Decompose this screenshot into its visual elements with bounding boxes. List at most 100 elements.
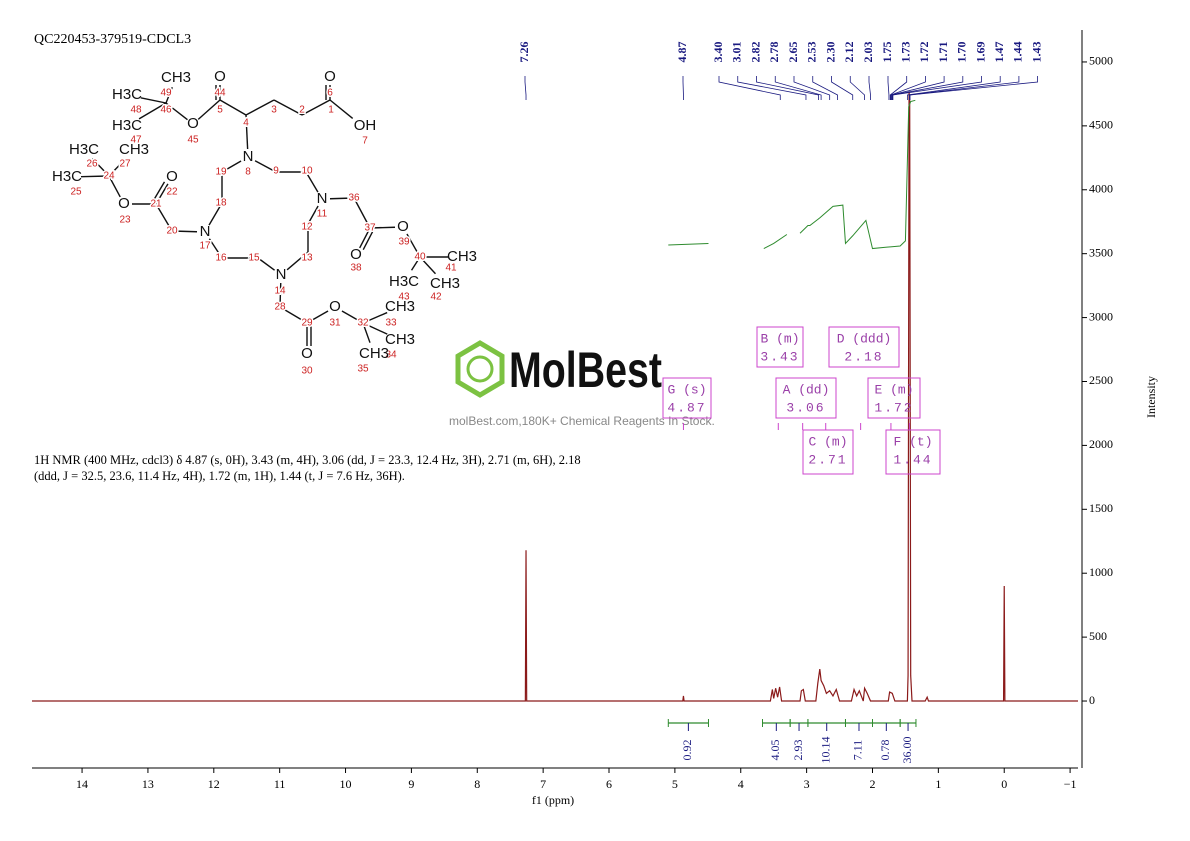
peak-leader: [737, 76, 807, 100]
atom-number: 44: [214, 88, 226, 99]
bond: [254, 160, 277, 173]
atom-label: CH3: [447, 248, 477, 265]
multiplet-shift: 1.44: [893, 452, 932, 467]
peak-leader: [909, 76, 1038, 100]
atom-label: O: [187, 115, 199, 132]
bond: [208, 202, 223, 226]
atom-number: 40: [414, 252, 426, 263]
integral-label: 4.05: [768, 740, 782, 761]
multiplet-shift: 1.72: [874, 400, 913, 415]
peak-label: 1.70: [955, 42, 969, 63]
x-tick-label: 10: [340, 777, 352, 791]
atom-number: 21: [150, 199, 162, 210]
nmr-caption: 1H NMR (400 MHz, cdcl3) δ 4.87 (s, 0H), …: [34, 453, 581, 483]
multiplet-shift: 3.06: [786, 400, 825, 415]
atom-label: O: [350, 246, 362, 263]
y-tick-label: 0: [1089, 693, 1095, 707]
atom-label: O: [324, 68, 336, 85]
peak-label: 1.69: [973, 42, 987, 63]
multiplet-box: [885, 429, 941, 475]
atom-label: O: [397, 218, 409, 235]
multiplet-label: A (dd): [783, 382, 830, 397]
y-tick-label: 4000: [1089, 182, 1113, 196]
atom-number: 47: [130, 135, 142, 146]
peak-label: 4.87: [675, 42, 689, 63]
multiplet-label: G (s): [667, 382, 706, 397]
atom-number: 13: [301, 253, 313, 264]
x-tick-label: 7: [540, 777, 546, 791]
bond: [197, 99, 221, 120]
bond: [165, 87, 173, 104]
atom-number: 33: [385, 318, 397, 329]
atom-number: 26: [86, 159, 98, 170]
atom-number: 7: [362, 136, 368, 147]
peak-label: 3.40: [711, 42, 725, 63]
multiplet-shift: 2.71: [808, 452, 847, 467]
bond: [219, 99, 247, 116]
atom-number: 34: [385, 350, 397, 361]
atom-label: N: [276, 266, 287, 283]
atom-number: 15: [248, 253, 260, 264]
x-tick-label: 5: [672, 777, 678, 791]
atom-label: N: [317, 190, 328, 207]
y-tick-label: 2500: [1089, 373, 1113, 387]
atom-number: 39: [398, 237, 410, 248]
peak-label: 1.43: [1029, 42, 1043, 63]
x-tick-label: 3: [804, 777, 810, 791]
atom-number: 49: [160, 88, 172, 99]
atom-number: 27: [119, 159, 131, 170]
peak-leader: [718, 76, 781, 100]
bond: [369, 226, 396, 229]
atom-number: 12: [301, 222, 313, 233]
bond: [245, 114, 249, 150]
bond: [221, 160, 242, 173]
atom-number: 35: [357, 364, 369, 375]
atom-label: O: [329, 298, 341, 315]
x-tick-label: 1: [935, 777, 941, 791]
logo-hexagon: [455, 340, 505, 398]
y-tick-label: 4500: [1089, 118, 1113, 132]
bond: [91, 158, 110, 177]
atom-number: 48: [130, 105, 142, 116]
bond: [329, 197, 355, 200]
bond: [362, 322, 388, 335]
peak-leader: [892, 76, 982, 100]
x-tick-label: 6: [606, 777, 612, 791]
bond: [306, 310, 329, 324]
atom-number: 37: [364, 223, 376, 234]
bond: [80, 175, 110, 178]
peak-leader: [756, 76, 819, 100]
bond: [406, 233, 421, 258]
x-tick-label: 14: [76, 777, 88, 791]
atom-number: 4: [243, 118, 249, 129]
atom-label: O: [214, 68, 226, 85]
bond: [140, 97, 167, 104]
bond: [138, 102, 167, 120]
atom-label: H3C: [69, 141, 99, 158]
atom-label: CH3: [385, 331, 415, 348]
peak-leader: [868, 76, 871, 100]
peak-label: 7.26: [517, 42, 531, 63]
bond: [279, 282, 282, 308]
bond: [273, 99, 303, 116]
atom-number: 1: [328, 105, 334, 116]
atom-number: 25: [70, 187, 82, 198]
x-tick-label: 0: [1001, 777, 1007, 791]
multiplet-box: [662, 377, 712, 419]
atom-number: 16: [215, 253, 227, 264]
peak-label: 1.44: [1011, 42, 1025, 63]
atom-number: 31: [329, 318, 341, 329]
peak-leader: [887, 76, 890, 100]
atom-number: 28: [274, 302, 286, 313]
peak-leader: [891, 76, 945, 100]
multiplet-box: [756, 326, 804, 368]
y-tick-label: 1000: [1089, 565, 1113, 579]
bond: [208, 238, 223, 259]
atom-number: 20: [166, 226, 178, 237]
peak-label: 2.30: [823, 42, 837, 63]
multiplet-label: C (m): [808, 434, 847, 449]
peak-leader: [849, 76, 865, 100]
atom-number: 3: [271, 105, 277, 116]
bond: [410, 256, 421, 271]
y-tick-label: 3000: [1089, 309, 1113, 323]
